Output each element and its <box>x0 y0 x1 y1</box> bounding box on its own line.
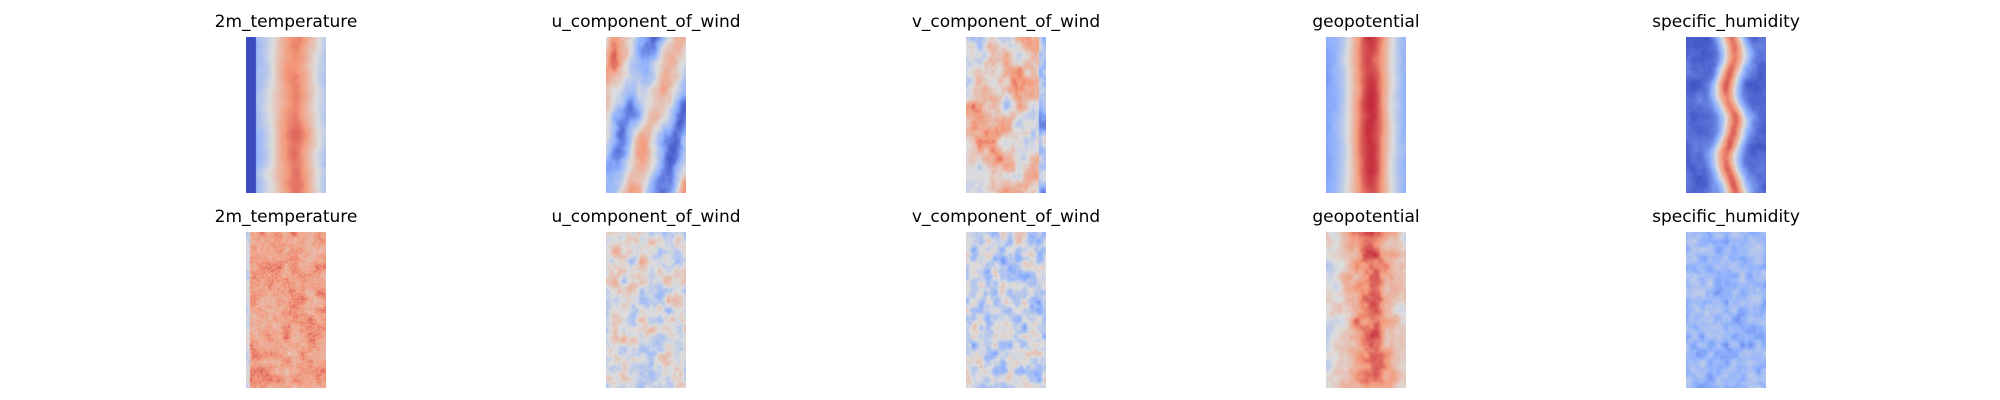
panel-title: v_component_of_wind <box>911 12 1101 32</box>
panel-title: geopotential <box>1312 207 1420 227</box>
panel-title: specific_humidity <box>1652 12 1800 32</box>
panel-title: geopotential <box>1312 12 1420 32</box>
heatmap-2m-temperature <box>246 232 326 388</box>
panel-title: 2m_temperature <box>214 12 358 32</box>
panel-title: 2m_temperature <box>214 207 358 227</box>
heatmap-u-component-of-wind <box>606 37 686 193</box>
heatmap-specific-humidity <box>1686 37 1766 193</box>
heatmap-geopotential <box>1326 37 1406 193</box>
panel-title: u_component_of_wind <box>551 12 741 32</box>
heatmap-geopotential <box>1326 232 1406 388</box>
panel-title: u_component_of_wind <box>551 207 741 227</box>
heatmap-v-component-of-wind <box>966 37 1046 193</box>
heatmap-u-component-of-wind <box>606 232 686 388</box>
panel-title: specific_humidity <box>1652 207 1800 227</box>
heatmap-specific-humidity <box>1686 232 1766 388</box>
panel-title: v_component_of_wind <box>911 207 1101 227</box>
heatmap-2m-temperature <box>246 37 326 193</box>
heatmap-v-component-of-wind <box>966 232 1046 388</box>
